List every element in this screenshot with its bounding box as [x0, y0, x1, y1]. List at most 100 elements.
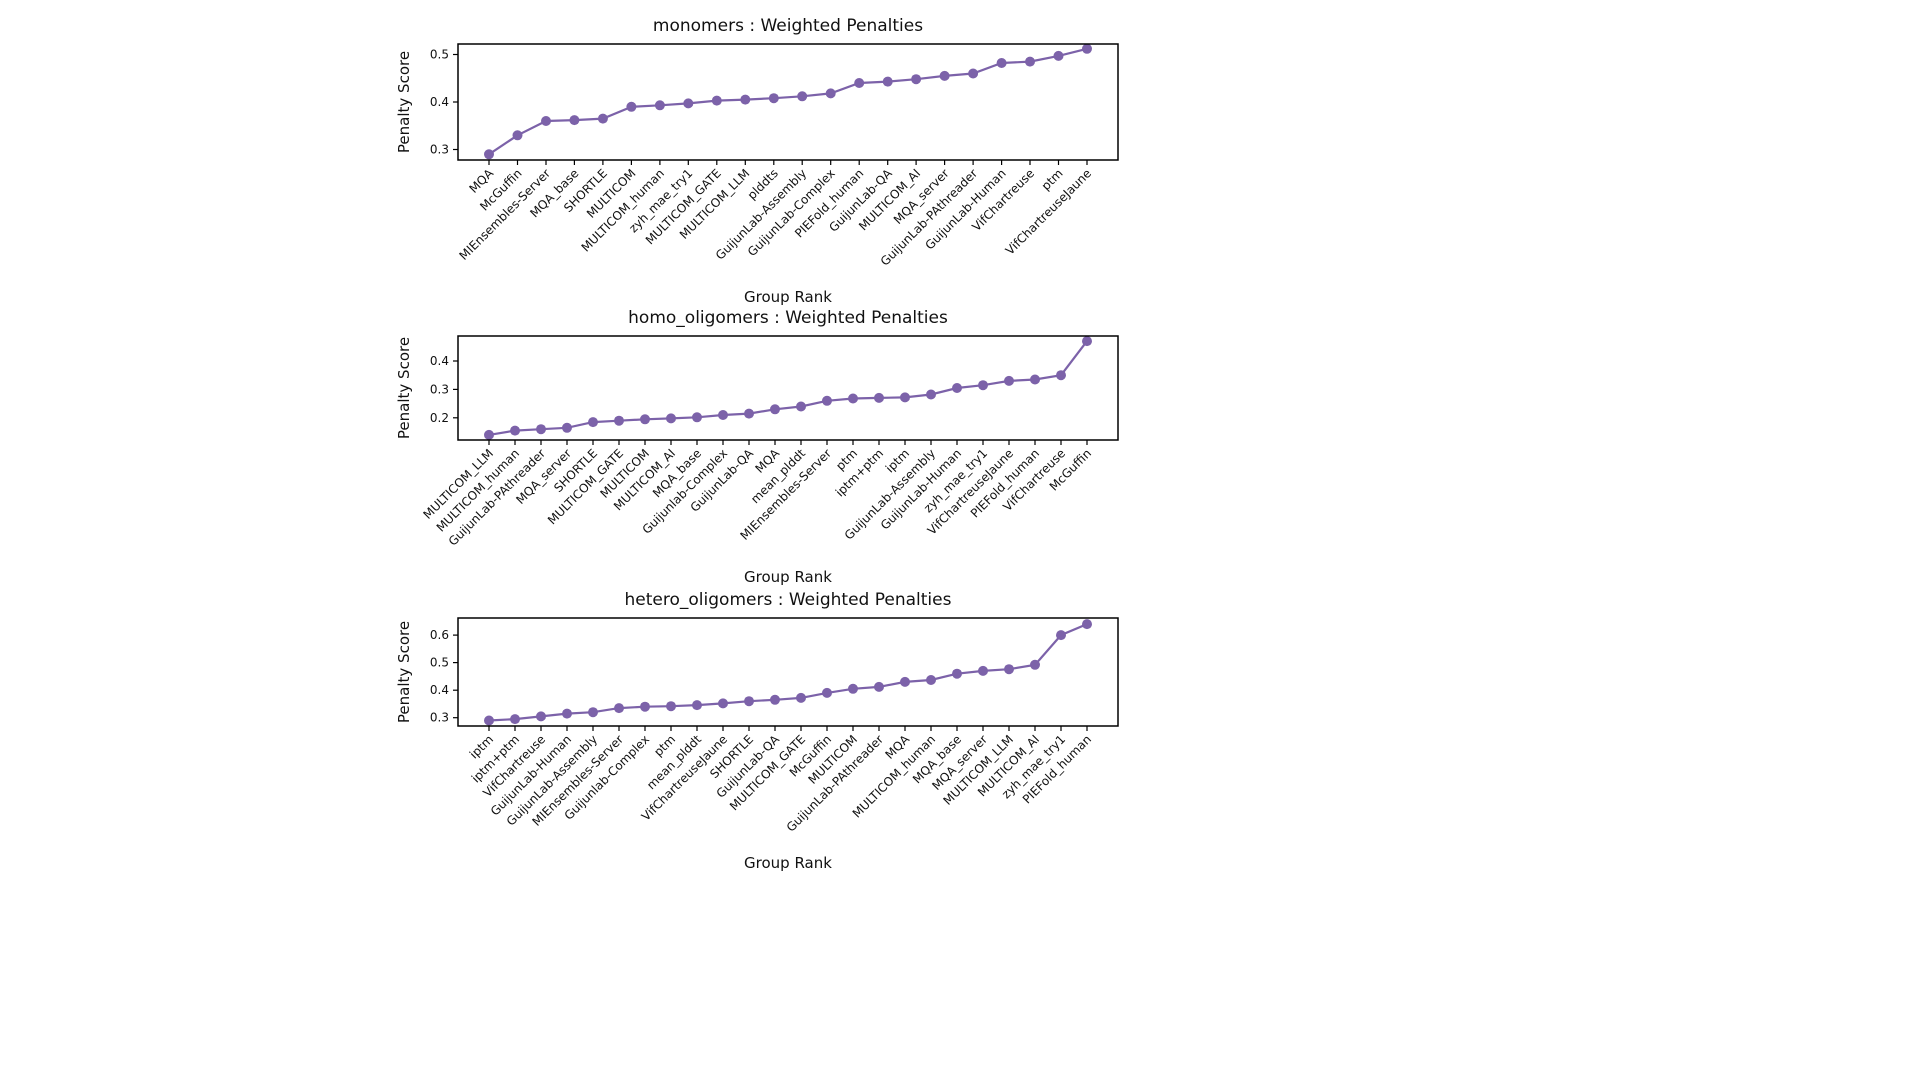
- data-point: [683, 98, 694, 109]
- data-point: [768, 93, 779, 104]
- y-tick-label: 0.3: [430, 143, 449, 157]
- data-point: [626, 101, 637, 112]
- data-point: [1082, 43, 1092, 54]
- data-point: [666, 701, 676, 712]
- data-point: [926, 389, 936, 400]
- chart-title: monomers : Weighted Penalties: [652, 16, 924, 36]
- plot-area-hetero-oligomers: Penalty Score 0.30.40.50.6iptmiptm+ptmVi…: [395, 617, 1119, 835]
- plot-frame: [457, 43, 1119, 161]
- chart-title: homo_oligomers : Weighted Penalties: [628, 308, 948, 328]
- data-point: [978, 665, 988, 676]
- x-axis-label: Group Rank: [744, 288, 832, 306]
- data-point: [854, 78, 865, 88]
- data-point: [484, 429, 494, 440]
- x-tick-label: iptm+ptm: [833, 446, 886, 499]
- data-point: [1056, 370, 1066, 381]
- data-line: [488, 47, 1088, 156]
- data-point: [510, 425, 520, 436]
- data-point: [900, 676, 910, 687]
- data-point: [926, 675, 936, 685]
- data-point: [711, 95, 722, 106]
- data-point: [1025, 56, 1035, 67]
- data-point: [978, 380, 988, 391]
- data-point: [939, 70, 950, 81]
- data-point: [692, 412, 702, 423]
- y-axis-label: Penalty Score: [395, 621, 413, 723]
- data-point: [1004, 375, 1014, 386]
- data-point: [536, 711, 546, 722]
- y-tick-label: 0.5: [430, 48, 449, 62]
- data-point: [822, 687, 832, 698]
- y-axis-label: Penalty Score: [395, 337, 413, 439]
- data-point: [512, 130, 523, 141]
- data-point: [1053, 50, 1064, 61]
- data-point: [484, 715, 494, 726]
- data-point: [1082, 336, 1092, 347]
- figure-homo-oligomers: homo_oligomers : Weighted Penalties Pena…: [393, 306, 1133, 586]
- x-axis-label: Group Rank: [744, 568, 832, 586]
- data-point: [952, 668, 962, 679]
- data-point: [874, 392, 884, 403]
- data-point: [640, 701, 650, 712]
- data-point: [911, 74, 922, 85]
- data-point: [718, 410, 728, 420]
- data-line: [488, 340, 1088, 436]
- data-point: [874, 681, 884, 692]
- data-point: [569, 115, 580, 126]
- y-tick-label: 0.3: [430, 382, 449, 396]
- plot-frame: [457, 335, 1119, 441]
- figure-hetero-oligomers: hetero_oligomers : Weighted Penalties Pe…: [393, 588, 1133, 872]
- y-tick-label: 0.6: [430, 628, 449, 642]
- data-point: [718, 698, 728, 709]
- y-tick-label: 0.4: [430, 95, 449, 109]
- data-point: [744, 696, 754, 707]
- data-point: [900, 392, 910, 403]
- data-point: [1082, 619, 1092, 630]
- data-point: [740, 94, 751, 105]
- data-point: [796, 401, 806, 412]
- figure-monomers: monomers : Weighted Penalties Penalty Sc…: [393, 14, 1133, 306]
- data-point: [1030, 659, 1040, 670]
- data-point: [848, 683, 858, 694]
- data-point: [1056, 630, 1066, 641]
- data-point: [796, 692, 806, 703]
- data-point: [640, 414, 650, 425]
- data-line: [488, 623, 1088, 722]
- data-point: [770, 404, 780, 415]
- data-point: [692, 700, 702, 711]
- x-axis-label: Group Rank: [744, 854, 832, 872]
- data-point: [952, 383, 962, 393]
- data-point: [744, 408, 754, 419]
- data-point: [770, 694, 780, 705]
- data-point: [996, 58, 1007, 68]
- data-point: [562, 422, 572, 433]
- plot-area-homo-oligomers: Penalty Score 0.20.30.4MULTICOM_LLMMULTI…: [395, 335, 1119, 549]
- data-point: [588, 707, 598, 718]
- data-point: [848, 393, 858, 404]
- data-point: [510, 714, 520, 725]
- data-point: [536, 424, 546, 435]
- data-point: [654, 100, 665, 111]
- data-point: [797, 91, 808, 102]
- y-axis-label: Penalty Score: [395, 51, 413, 153]
- data-point: [614, 415, 624, 426]
- data-point: [1004, 664, 1014, 675]
- data-point: [541, 116, 551, 126]
- data-point: [597, 113, 608, 124]
- data-point: [882, 76, 893, 87]
- data-point: [825, 88, 836, 99]
- y-tick-label: 0.3: [430, 711, 449, 725]
- y-tick-label: 0.4: [430, 683, 449, 697]
- chart-title: hetero_oligomers : Weighted Penalties: [624, 590, 952, 610]
- data-point: [822, 395, 832, 406]
- data-point: [484, 149, 494, 160]
- data-point: [1030, 374, 1040, 385]
- y-tick-label: 0.4: [430, 354, 449, 368]
- data-point: [666, 413, 676, 424]
- y-tick-label: 0.2: [430, 411, 449, 425]
- data-point: [614, 703, 624, 714]
- y-tick-label: 0.5: [430, 656, 449, 670]
- data-point: [968, 68, 979, 79]
- data-point: [562, 708, 572, 719]
